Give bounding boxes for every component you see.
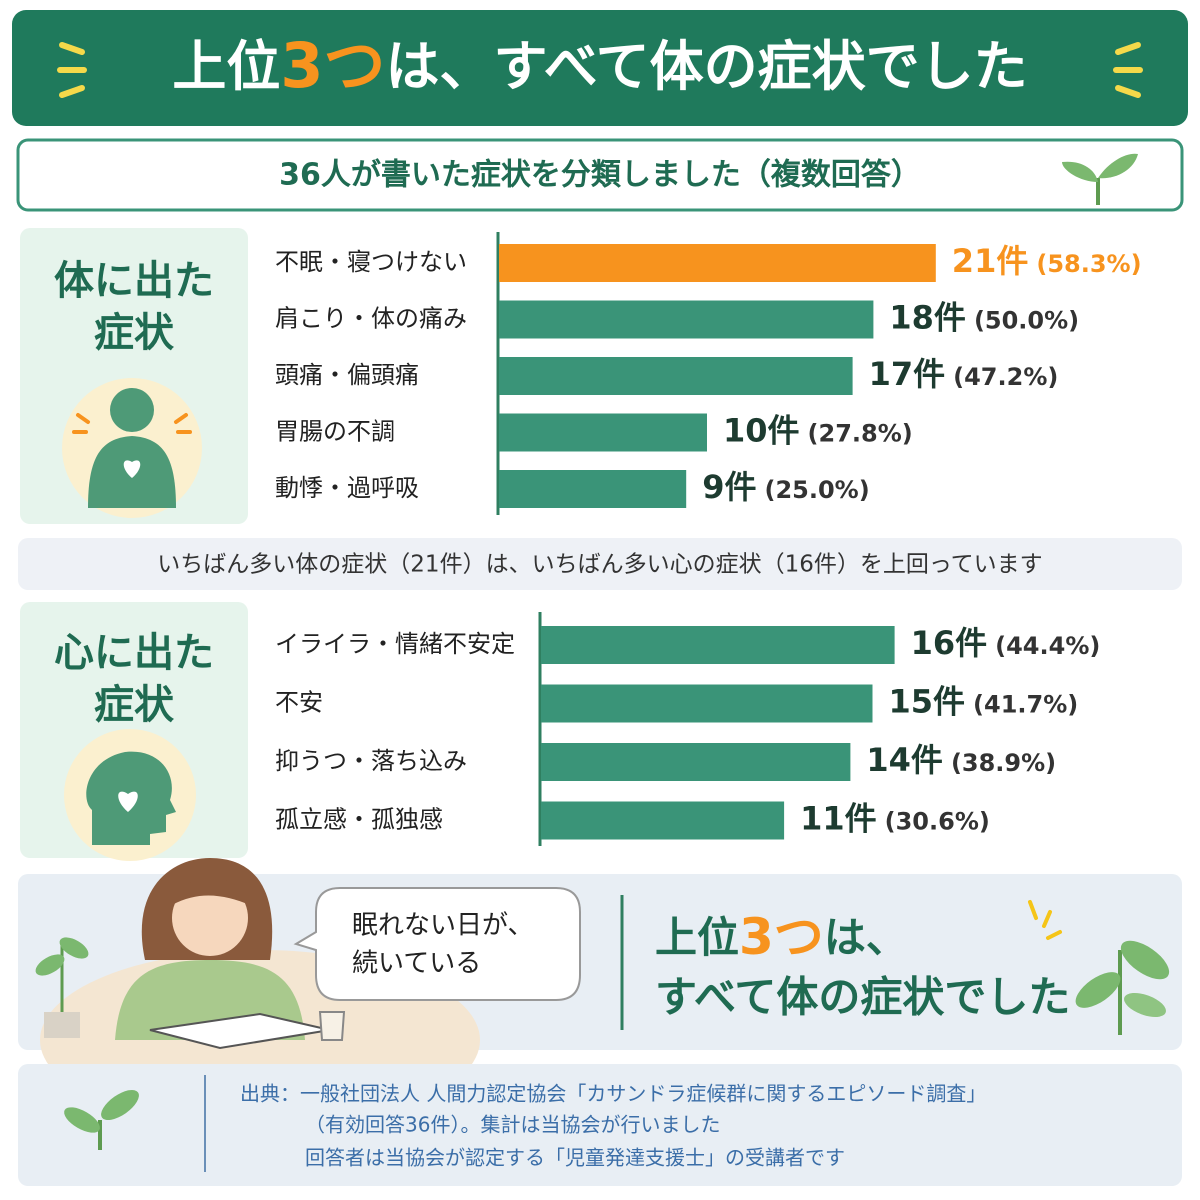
value-label: 17件 — [869, 355, 946, 393]
bar — [499, 413, 707, 452]
summary-line: すべて体の症状でした — [655, 973, 1070, 1022]
value-label: 15件 — [889, 683, 966, 721]
value-label: 10件 — [723, 412, 800, 450]
bar — [499, 357, 853, 395]
section-title: 症状 — [94, 682, 175, 728]
sparkles — [57, 42, 1143, 98]
summary-part: 上位 — [655, 913, 739, 962]
percent-label: (47.2%) — [953, 363, 1058, 391]
category-label: 動悸・過呼吸 — [275, 474, 419, 502]
section-title: 心に出た — [54, 630, 214, 676]
summary-highlight: 3つ — [739, 908, 824, 966]
category-label: 不安 — [275, 689, 323, 717]
source-text: 回答者は当協会が認定する「児童発達支援士」の受講者です — [305, 1146, 845, 1170]
section-title: 症状 — [94, 310, 175, 356]
percent-label: (38.9%) — [951, 749, 1056, 777]
sparkles — [1028, 900, 1062, 940]
source-box — [18, 1064, 1182, 1186]
value-label: 18件 — [889, 299, 966, 337]
title-part: は、すべて体の症状でした — [386, 35, 1028, 98]
percent-label: (41.7%) — [973, 691, 1078, 719]
summary-line: 上位3つは、 — [655, 908, 908, 966]
speech-bubble — [293, 887, 581, 1001]
percent-label: (58.3%) — [1036, 250, 1141, 278]
summary-part: は、 — [824, 913, 908, 962]
source-text: （有効回答36件）。集計は当協会が行いました — [305, 1113, 720, 1137]
header-band — [12, 10, 1188, 126]
head-icon — [64, 729, 196, 861]
sprout-icon — [64, 1089, 139, 1150]
header-title: 上位3つは、すべて体の症状でした — [172, 29, 1027, 102]
bar — [541, 743, 851, 781]
value-label: 21件 — [952, 242, 1029, 280]
body-icon — [62, 378, 202, 518]
value-label: 9件 — [702, 468, 756, 506]
bar — [499, 470, 687, 508]
percent-label: (50.0%) — [974, 307, 1079, 335]
percent-label: (30.6%) — [885, 808, 990, 836]
title-part: 上位 — [172, 35, 280, 98]
title-highlight: 3つ — [280, 29, 385, 102]
percent-label: (25.0%) — [764, 476, 869, 504]
category-label: 不眠・寝つけない — [275, 248, 467, 276]
sprout-icon — [1062, 153, 1138, 205]
speech-text: 続いている — [352, 949, 481, 979]
note-box — [18, 538, 1182, 590]
category-label: イライラ・情緒不安定 — [275, 630, 515, 658]
source-text: 出典：一般社団法人 人間力認定協会「カサンドラ症候群に関するエピソード調査」 — [240, 1082, 986, 1106]
subtitle: 36人が書いた症状を分類しました（複数回答） — [279, 158, 921, 193]
value-label: 16件 — [911, 624, 988, 662]
bar — [541, 801, 785, 840]
value-label: 14件 — [866, 741, 943, 779]
category-label: 抑うつ・落ち込み — [275, 747, 467, 775]
category-label: 胃腸の不調 — [275, 418, 395, 446]
percent-label: (27.8%) — [808, 420, 913, 448]
bar — [541, 684, 873, 723]
section-title: 体に出た — [54, 258, 214, 304]
speech-text: 眠れない日が、 — [352, 911, 533, 941]
bar — [541, 626, 895, 664]
bar — [499, 300, 874, 339]
percent-label: (44.4%) — [995, 632, 1100, 660]
subtitle-box — [16, 138, 1184, 212]
note: いちばん多い体の症状（21件）は、いちばん多い心の症状（16件）を上回っています — [157, 552, 1042, 578]
plant-icon — [1075, 940, 1170, 1035]
category-label: 頭痛・偏頭痛 — [275, 361, 419, 389]
category-label: 肩こり・体の痛み — [275, 305, 467, 333]
category-label: 孤立感・孤独感 — [275, 806, 443, 834]
value-label: 11件 — [800, 800, 877, 838]
bar — [499, 244, 936, 282]
